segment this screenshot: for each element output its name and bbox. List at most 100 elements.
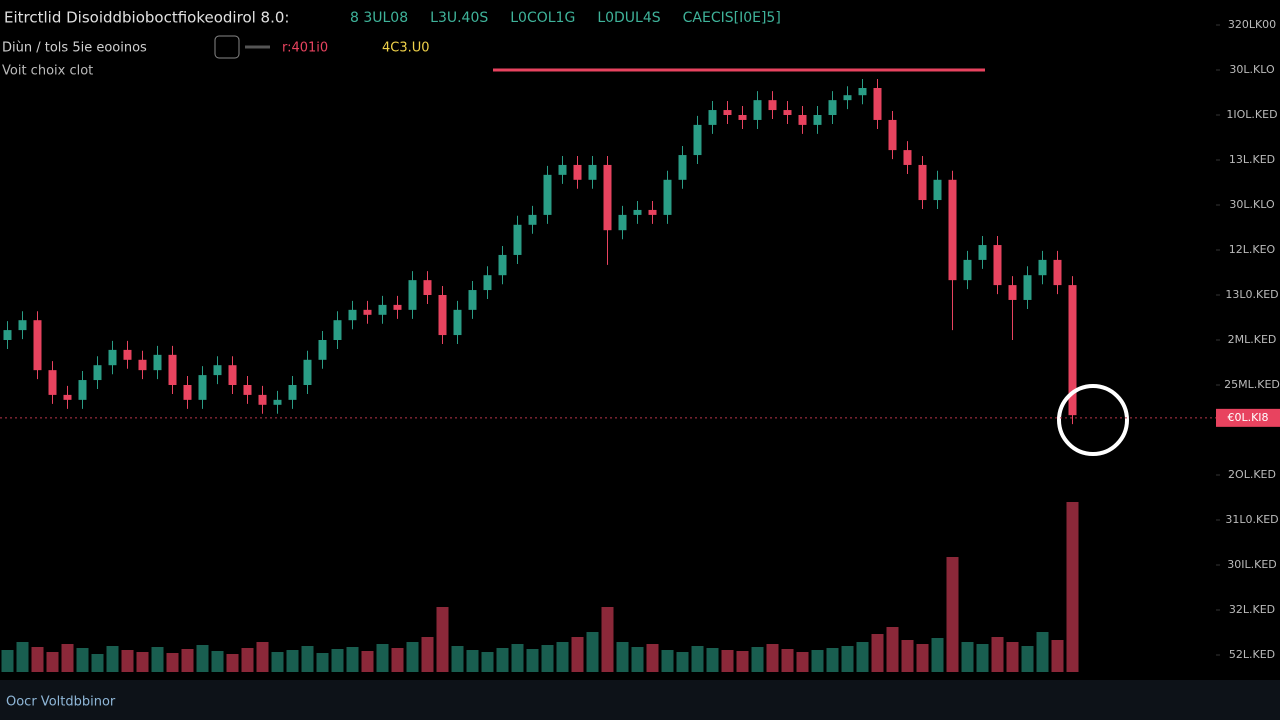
y-tick-label: 2OL.KED	[1228, 468, 1276, 481]
volume-bar	[166, 653, 179, 672]
candle-body	[243, 385, 252, 395]
candle-body	[678, 155, 687, 180]
volume-bar	[781, 649, 794, 672]
volume-bar	[211, 651, 224, 672]
volume-bar	[706, 648, 719, 672]
stat: CAECIS[I0E]5]	[683, 10, 781, 26]
chart-title: Eitrctlid Disoiddbioboctfiokeodirol 8.0:	[4, 9, 289, 27]
volume-bar	[661, 650, 674, 672]
volume-bar	[16, 642, 29, 672]
volume-bar	[751, 647, 764, 672]
volume-bar	[511, 644, 524, 672]
candle-body	[333, 320, 342, 340]
candle-body	[258, 394, 267, 405]
volume-bar	[106, 646, 119, 672]
stat: 8 3UL08	[350, 10, 408, 26]
volume-bar	[61, 644, 74, 672]
candle-body	[828, 100, 837, 115]
y-tick-label: 52L.KED	[1229, 648, 1275, 661]
volume-bar	[1036, 632, 1049, 672]
volume-bar	[331, 649, 344, 672]
y-tick-label: 1IOL.KED	[1226, 108, 1277, 121]
volume-bar	[1021, 646, 1034, 672]
volume-bar	[811, 650, 824, 672]
candle-body	[543, 174, 552, 215]
candle-body	[1053, 259, 1062, 286]
candle-body	[573, 164, 582, 180]
volume-bar	[871, 634, 884, 672]
volume-bar	[76, 648, 89, 672]
candle-body	[783, 110, 792, 115]
y-tick-label: 320LK00	[1228, 18, 1276, 31]
candle-body	[753, 100, 762, 120]
candle-body	[738, 115, 747, 120]
candle-body	[123, 349, 132, 360]
candle-body	[138, 359, 147, 371]
candle-body	[588, 164, 597, 180]
y-tick-label: 2ML.KED	[1228, 333, 1277, 346]
candle-body	[48, 370, 57, 395]
candle-body	[603, 164, 612, 231]
y-tick-label: 30L.KLO	[1229, 63, 1275, 76]
bottom-bar	[0, 680, 1280, 720]
volume-bar	[316, 653, 329, 672]
volume-bar	[466, 650, 479, 672]
candle-body	[978, 245, 987, 260]
candle-body	[393, 304, 402, 310]
y-tick-label: 12L.KEO	[1229, 243, 1276, 256]
current-price-tag	[1216, 408, 1280, 427]
volume-bar	[181, 649, 194, 672]
candle-body	[498, 254, 507, 276]
y-tick-label: 30L.KLO	[1229, 198, 1275, 211]
y-tick-label: 32L.KED	[1229, 603, 1275, 616]
candle-body	[18, 320, 27, 331]
volume-bar	[391, 648, 404, 672]
candle-body	[1068, 285, 1077, 416]
candle-body	[1023, 275, 1032, 300]
volume-bar	[226, 654, 239, 672]
candle-body	[873, 88, 882, 120]
candle-body	[108, 349, 117, 366]
candle-body	[618, 214, 627, 231]
volume-bar	[571, 637, 584, 672]
volume-bar	[826, 648, 839, 672]
volume-bar	[451, 646, 464, 672]
volume-bar	[376, 644, 389, 672]
volume-bar	[931, 638, 944, 672]
y-tick-label: 25ML.KED	[1224, 378, 1280, 391]
volume-bar	[481, 652, 494, 672]
volume-bar	[676, 652, 689, 672]
volume-bar	[916, 644, 929, 672]
volume-bar	[976, 644, 989, 672]
candle-body	[1038, 259, 1047, 276]
candle-body	[228, 365, 237, 385]
stat: L0COL1G	[510, 10, 575, 26]
volume-bar	[856, 642, 869, 672]
candle-body	[93, 365, 102, 381]
volume-bar	[346, 647, 359, 672]
stat: L3U.40S	[430, 10, 488, 26]
candle-body	[468, 290, 477, 310]
current-price-label: €0L.KI8	[1227, 411, 1268, 424]
candle-body	[63, 394, 72, 400]
volume-bar	[436, 607, 449, 672]
candle-body	[363, 309, 372, 315]
toolbar-button[interactable]	[214, 35, 240, 59]
candle-body	[3, 330, 12, 340]
candle-body	[888, 119, 897, 151]
candle-body	[798, 115, 807, 125]
highlight-circle	[1057, 384, 1129, 456]
candle-body	[708, 110, 717, 125]
candle-body	[513, 224, 522, 255]
volume-bar	[421, 637, 434, 672]
candle-body	[723, 110, 732, 115]
volume-bar	[496, 648, 509, 672]
volume-bar	[361, 651, 374, 672]
candle-body	[483, 275, 492, 291]
y-tick-label: 31L0.KED	[1225, 513, 1278, 526]
volume-bar	[241, 648, 254, 672]
y-tick-label: 30IL.KED	[1227, 558, 1277, 571]
volume-bar	[256, 642, 269, 672]
candle-body	[198, 375, 207, 400]
